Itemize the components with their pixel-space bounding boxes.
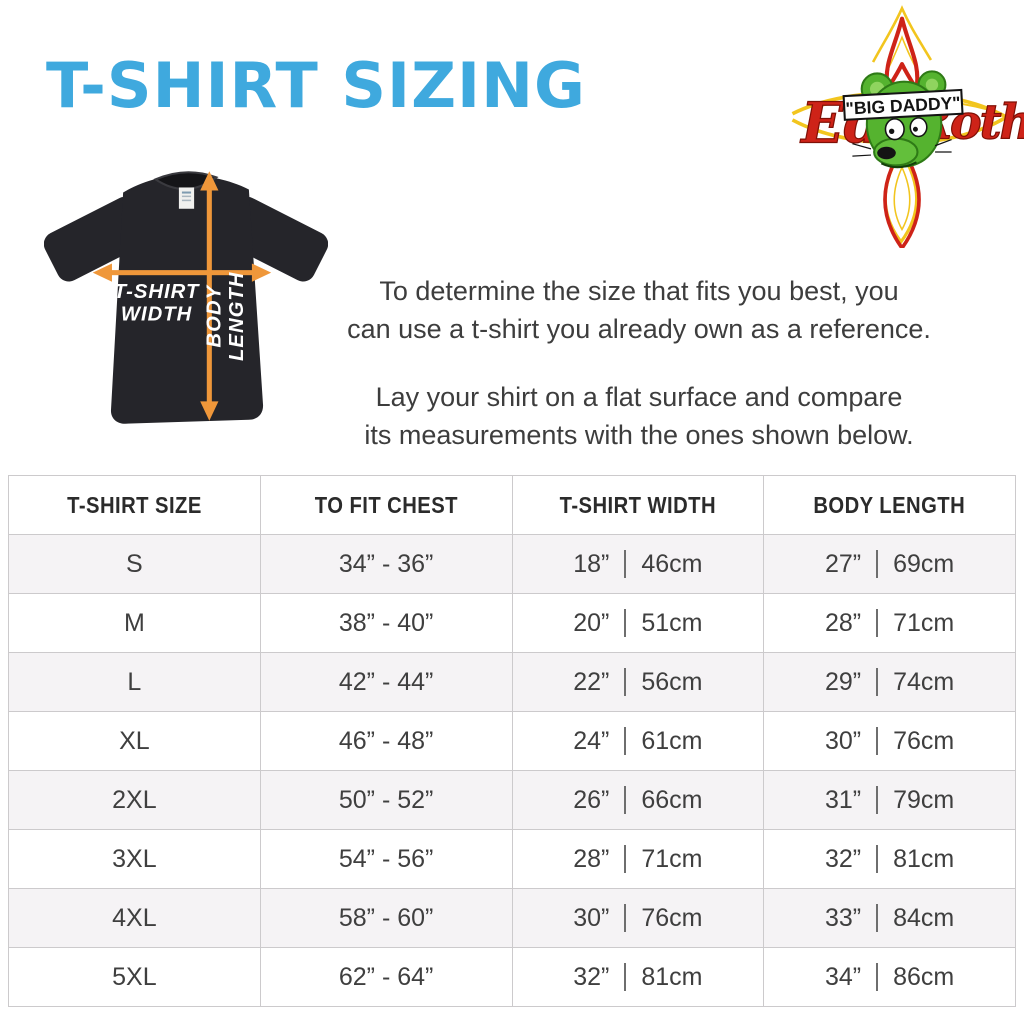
size-cell: 2XL — [8, 770, 261, 830]
size-cell: 3XL — [8, 829, 261, 889]
length-cell: 27” 69cm — [763, 534, 1016, 594]
length-cell: 30” 76cm — [763, 711, 1016, 771]
col-header-width: T-SHIRT WIDTH — [511, 475, 765, 535]
instruction-line: can use a t-shirt you already own as a r… — [347, 314, 931, 344]
divider — [624, 668, 627, 697]
instruction-line: Lay your shirt on a flat surface and com… — [375, 382, 903, 412]
header-row: T-SHIRT SIZE TO FIT CHEST T-SHIRT WIDTH … — [8, 475, 1016, 535]
width-cell: 22” 56cm — [511, 652, 765, 712]
neck-tag — [178, 187, 195, 209]
width-cell: 24” 61cm — [511, 711, 765, 771]
length-cell: 29” 74cm — [763, 652, 1016, 712]
big-daddy-banner: "BIG DADDY" — [842, 88, 964, 121]
measurement-diagram: T-SHIRT WIDTH BODY LENGTH — [43, 154, 329, 442]
width-cell: 18” 46cm — [511, 534, 765, 594]
divider — [876, 845, 879, 874]
col-header-chest: TO FIT CHEST — [259, 475, 513, 535]
tshirt-diagram-art: T-SHIRT WIDTH BODY LENGTH — [43, 171, 329, 424]
chest-cell: 54” - 56” — [259, 829, 513, 889]
size-cell: S — [8, 534, 261, 594]
length-cell: 31” 79cm — [763, 770, 1016, 830]
brand-logo: Ed Roth "BIG DADDY — [778, 0, 1024, 252]
table-row-4xl: 4XL 58” - 60” 30” 76cm 33” 84cm — [8, 888, 1016, 948]
width-arrow-icon — [92, 263, 272, 282]
size-cell: XL — [8, 711, 261, 771]
divider — [876, 904, 879, 933]
size-cell: 5XL — [8, 947, 261, 1007]
width-label-line2: WIDTH — [121, 303, 192, 325]
instruction-line: its measurements with the ones shown bel… — [364, 420, 914, 450]
size-cell: L — [8, 652, 261, 712]
instruction-paragraph-2: Lay your shirt on a flat surface and com… — [316, 378, 962, 454]
width-cell: 32” 81cm — [511, 947, 765, 1007]
table-row-3xl: 3XL 54” - 56” 28” 71cm 32” 81cm — [8, 829, 1016, 889]
divider — [624, 845, 627, 874]
chest-cell: 38” - 40” — [259, 593, 513, 653]
chest-cell: 62” - 64” — [259, 947, 513, 1007]
flame-icon — [884, 16, 920, 91]
table-row-s: S 34” - 36” 18” 46cm 27” 69cm — [8, 534, 1016, 594]
width-label-line1: T-SHIRT — [114, 281, 200, 303]
instruction-paragraph-1: To determine the size that fits you best… — [316, 272, 962, 348]
divider — [624, 904, 627, 933]
table-row-xl: XL 46” - 48” 24” 61cm 30” 76cm — [8, 711, 1016, 771]
divider — [876, 727, 879, 756]
chest-cell: 42” - 44” — [259, 652, 513, 712]
size-chart-table: T-SHIRT SIZE TO FIT CHEST T-SHIRT WIDTH … — [8, 475, 1016, 1007]
length-label-line2: LENGTH — [226, 272, 248, 361]
width-cell: 30” 76cm — [511, 888, 765, 948]
width-cell: 26” 66cm — [511, 770, 765, 830]
length-label-line1: BODY — [203, 283, 225, 347]
divider — [876, 963, 879, 992]
width-cell: 20” 51cm — [511, 593, 765, 653]
chest-cell: 46” - 48” — [259, 711, 513, 771]
instructions: To determine the size that fits you best… — [316, 272, 962, 484]
length-cell: 34” 86cm — [763, 947, 1016, 1007]
brand-logo-art: Ed Roth "BIG DADDY — [791, 5, 1024, 252]
table-row-2xl: 2XL 50” - 52” 26” 66cm 31” 79cm — [8, 770, 1016, 830]
page-title: T-SHIRT SIZING — [46, 49, 586, 122]
length-arrow-icon — [200, 171, 219, 421]
divider — [624, 786, 627, 815]
size-cell: 4XL — [8, 888, 261, 948]
chest-cell: 34” - 36” — [259, 534, 513, 594]
col-header-size: T-SHIRT SIZE — [8, 475, 261, 535]
divider — [876, 786, 879, 815]
length-cell: 32” 81cm — [763, 829, 1016, 889]
size-cell: M — [8, 593, 261, 653]
tshirt-graphic — [43, 171, 329, 424]
instruction-line: To determine the size that fits you best… — [379, 276, 899, 306]
divider — [876, 609, 879, 638]
chest-cell: 58” - 60” — [259, 888, 513, 948]
table-row-5xl: 5XL 62” - 64” 32” 81cm 34” 86cm — [8, 947, 1016, 1007]
length-cell: 33” 84cm — [763, 888, 1016, 948]
divider — [876, 668, 879, 697]
divider — [624, 727, 627, 756]
divider — [624, 550, 627, 579]
chest-cell: 50” - 52” — [259, 770, 513, 830]
divider — [624, 963, 627, 992]
length-cell: 28” 71cm — [763, 593, 1016, 653]
width-cell: 28” 71cm — [511, 829, 765, 889]
table-row-m: M 38” - 40” 20” 51cm 28” 71cm — [8, 593, 1016, 653]
divider — [876, 550, 879, 579]
divider — [624, 609, 627, 638]
table-row-l: L 42” - 44” 22” 56cm 29” 74cm — [8, 652, 1016, 712]
col-header-length: BODY LENGTH — [763, 475, 1016, 535]
